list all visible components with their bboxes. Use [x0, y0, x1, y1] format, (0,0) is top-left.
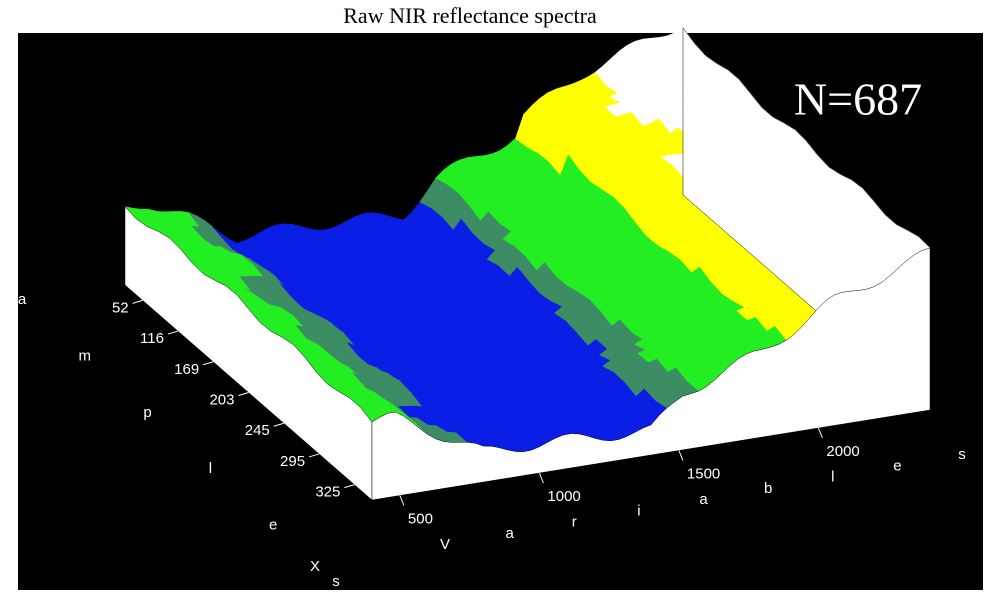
x-tick-label: 1000 — [547, 488, 580, 505]
x-tick-label: 1500 — [687, 465, 720, 482]
y-tick-label: 295 — [280, 453, 305, 470]
y-tick-label: 203 — [209, 391, 234, 408]
x-tick-label: 500 — [408, 510, 433, 527]
y-tick-label: 116 — [140, 330, 164, 347]
y-tick-label: 245 — [245, 422, 270, 439]
x-tick-label: 2000 — [826, 443, 859, 460]
chart: Raw NIR reflectance spectra 52 116 169 203 2… — [0, 0, 1000, 590]
y-axis-label-extra: X — [310, 558, 320, 575]
chart-title: Raw NIR reflectance spectra — [343, 3, 597, 28]
y-tick-label: 52 — [112, 299, 129, 316]
annotation: N=687 — [794, 74, 922, 125]
y-tick-label: 325 — [315, 484, 340, 501]
y-tick-label: 169 — [174, 361, 199, 378]
